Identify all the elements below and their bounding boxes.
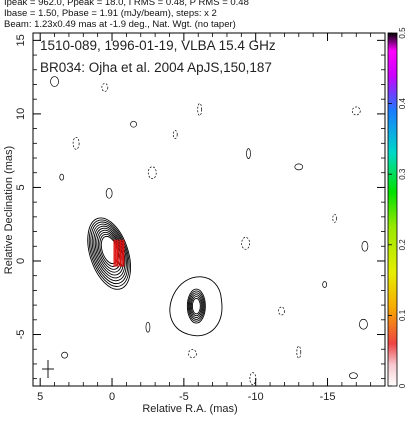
noise-contour xyxy=(105,187,113,199)
noise-contour xyxy=(249,372,257,385)
jet-contour xyxy=(191,297,201,315)
x-tick-label: -5 xyxy=(179,391,189,403)
core-contour xyxy=(87,217,131,290)
annotation-line-1: 1510-089, 1996-01-19, VLBA 15.4 GHz xyxy=(40,38,276,53)
jet-contour xyxy=(188,292,204,320)
noise-contour xyxy=(359,318,368,330)
noise-contour xyxy=(246,148,251,159)
noise-contour xyxy=(147,166,157,180)
colorbar-tick-label: 0.1 xyxy=(398,309,407,321)
core-contour xyxy=(99,233,120,267)
noise-contour xyxy=(241,236,250,250)
annotation-line-2: BR034: Ojha et al. 2004 ApJS,150,187 xyxy=(40,60,272,75)
noise-contour xyxy=(130,120,137,128)
noise-contour xyxy=(50,76,59,87)
noise-contour xyxy=(188,349,197,358)
y-tick-label: 5 xyxy=(15,184,27,190)
noise-contour xyxy=(197,103,203,116)
noise-contour xyxy=(351,106,361,116)
colorbar-tick-label: 0.4 xyxy=(398,97,407,109)
noise-contour xyxy=(294,163,304,171)
noise-contour xyxy=(296,345,302,359)
plot-frame xyxy=(32,32,386,387)
x-tick-label: 0 xyxy=(109,391,115,403)
y-tick-label: 0 xyxy=(15,258,27,264)
y-tick-label: 15 xyxy=(15,34,27,46)
colorbar-tick-label: 0.2 xyxy=(398,239,407,251)
noise-contour xyxy=(72,136,80,150)
x-tick-label: -15 xyxy=(320,391,336,403)
jet-contour xyxy=(187,290,205,322)
x-tick-label: 5 xyxy=(37,391,43,403)
noise-contour xyxy=(332,213,338,223)
noise-contour xyxy=(322,281,328,288)
jet-outer-contour xyxy=(169,276,223,337)
jet-contour xyxy=(190,296,202,317)
y-axis-label: Relative Declination (mas) xyxy=(3,146,15,274)
header-line-2: Ibase = 1.50, Pbase = 1.91 (mJy/beam), s… xyxy=(4,8,217,19)
contour-layer xyxy=(42,76,369,385)
x-axis-label: Relative R.A. (mas) xyxy=(142,403,237,415)
noise-contour xyxy=(61,351,68,359)
noise-contour xyxy=(145,321,151,333)
y-tick-label: 10 xyxy=(15,108,27,120)
colorbar-tick-label: 0.3 xyxy=(398,168,407,180)
y-axis-ticks: -5 0 5 10 15 xyxy=(15,34,385,380)
core-contour xyxy=(88,219,130,287)
colorbar xyxy=(387,32,398,387)
noise-contour xyxy=(278,306,285,316)
core-contour xyxy=(90,221,129,285)
noise-contour xyxy=(172,130,178,139)
colorbar-ticks: 0 0.1 0.2 0.3 0.4 0.5 xyxy=(388,27,407,388)
noise-contour xyxy=(101,83,109,92)
x-axis-ticks: 5 0 -5 -10 -15 xyxy=(37,33,386,403)
noise-contour xyxy=(349,372,358,380)
colorbar-tick-label: 0 xyxy=(398,383,407,388)
colorbar-tick-label: 0.5 xyxy=(398,27,407,39)
x-tick-label: -10 xyxy=(248,391,264,403)
noise-contour xyxy=(59,173,65,181)
noise-contour xyxy=(361,240,369,252)
header-line-1: Ipeak = 962.0, Ppeak = 18.0, I RMS = 0.4… xyxy=(4,0,249,8)
y-tick-label: -5 xyxy=(15,330,27,340)
core-contour xyxy=(94,227,125,276)
jet-contour xyxy=(186,288,206,324)
header-line-3: Beam: 1.23x0.49 mas at -1.9 deg., Nat. W… xyxy=(4,19,236,30)
jet-contour xyxy=(189,294,203,318)
